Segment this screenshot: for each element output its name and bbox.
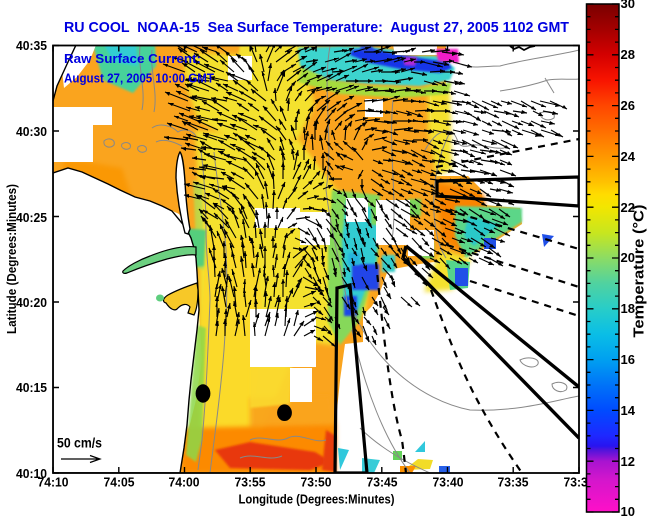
svg-text:18: 18 <box>621 301 635 316</box>
svg-text:Raw Surface Current:: Raw Surface Current: <box>64 51 201 66</box>
svg-text:12: 12 <box>621 454 635 469</box>
svg-text:22: 22 <box>621 200 635 215</box>
svg-text:20: 20 <box>621 250 635 265</box>
svg-text:40:20: 40:20 <box>16 295 47 310</box>
svg-text:74:00: 74:00 <box>169 475 200 490</box>
svg-text:50 cm/s: 50 cm/s <box>57 435 102 451</box>
svg-text:40:15: 40:15 <box>16 380 47 395</box>
svg-text:10: 10 <box>621 504 635 518</box>
svg-text:24: 24 <box>621 149 636 164</box>
svg-text:Longitude (Degrees:Minutes): Longitude (Degrees:Minutes) <box>239 492 395 507</box>
svg-text:30: 30 <box>621 0 635 11</box>
svg-text:40:25: 40:25 <box>16 210 47 225</box>
svg-text:40:10: 40:10 <box>16 466 47 481</box>
svg-text:August 27, 2005 10:00 GMT: August 27, 2005 10:00 GMT <box>64 71 214 86</box>
svg-text:Latitude (Degrees:Minutes): Latitude (Degrees:Minutes) <box>4 184 19 334</box>
svg-text:73:40: 73:40 <box>433 475 464 490</box>
svg-text:73:35: 73:35 <box>498 475 529 490</box>
svg-text:40:30: 40:30 <box>16 124 47 139</box>
svg-text:26: 26 <box>621 98 635 113</box>
svg-text:28: 28 <box>621 47 635 62</box>
svg-text:40:35: 40:35 <box>16 38 47 53</box>
svg-text:16: 16 <box>621 352 635 367</box>
svg-text:RU COOL NOAA-15 Sea Surface: RU COOL NOAA-15 Sea Surface Temperature:… <box>64 19 569 36</box>
svg-text:Temperature (°C): Temperature (°C) <box>632 204 648 337</box>
svg-text:14: 14 <box>621 403 636 418</box>
svg-text:73:50: 73:50 <box>301 475 332 490</box>
svg-text:73:55: 73:55 <box>235 475 266 490</box>
svg-text:74:10: 74:10 <box>38 475 69 490</box>
svg-text:73:45: 73:45 <box>367 475 398 490</box>
svg-text:74:05: 74:05 <box>104 475 135 490</box>
